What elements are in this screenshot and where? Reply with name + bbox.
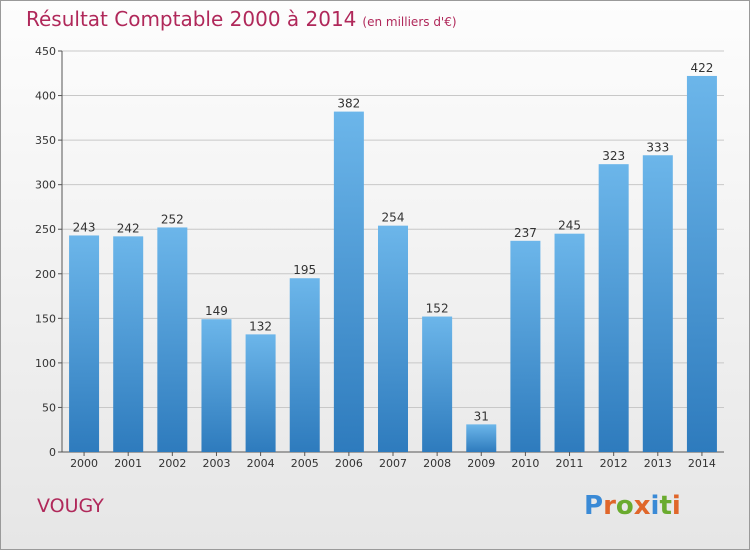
- data-label: 195: [293, 263, 316, 277]
- data-label: 245: [558, 219, 581, 233]
- y-tick-label: 150: [35, 312, 56, 325]
- place-name: VOUGY: [37, 495, 104, 517]
- data-label: 254: [382, 211, 405, 225]
- bar: [333, 111, 364, 453]
- bar: [201, 319, 232, 452]
- y-tick-label: 0: [49, 446, 56, 459]
- y-tick-label: 350: [35, 134, 56, 147]
- bar: [245, 334, 276, 452]
- data-label: 243: [73, 220, 96, 234]
- bar: [69, 235, 100, 452]
- data-label: 382: [337, 97, 360, 111]
- x-tick-label: 2003: [202, 457, 230, 470]
- bar: [466, 424, 497, 452]
- logo-letter: i: [650, 491, 660, 521]
- chart-title: Résultat Comptable 2000 à 2014 (en millie…: [26, 7, 457, 31]
- logo-letter: x: [633, 491, 651, 521]
- y-tick-label: 100: [35, 357, 56, 370]
- data-label: 422: [690, 61, 713, 75]
- title-unit: (en milliers d'€): [362, 15, 457, 29]
- x-tick-label: 2012: [600, 457, 628, 470]
- x-tick-label: 2000: [70, 457, 98, 470]
- title-text: Résultat Comptable 2000 à 2014: [26, 7, 357, 31]
- x-tick-label: 2014: [688, 457, 716, 470]
- bar: [113, 236, 144, 452]
- x-tick-label: 2008: [423, 457, 451, 470]
- logo-letter: P: [584, 491, 604, 521]
- bar: [289, 278, 320, 452]
- y-tick-label: 450: [35, 45, 56, 58]
- y-tick-label: 250: [35, 223, 56, 236]
- logo-letter: t: [659, 491, 672, 521]
- data-label: 333: [646, 140, 669, 154]
- labels: 0 50 100 150 200 250 300 350 400 450 243 2000 242 200…: [35, 45, 716, 470]
- x-tick-label: 2009: [467, 457, 495, 470]
- bar: [157, 227, 188, 452]
- bar: [422, 316, 453, 452]
- data-label: 132: [249, 319, 272, 333]
- bar: [642, 155, 673, 452]
- bar: [598, 164, 629, 452]
- x-tick-label: 2005: [291, 457, 319, 470]
- data-label: 252: [161, 212, 184, 226]
- bar: [686, 75, 717, 452]
- x-tick-label: 2001: [114, 457, 142, 470]
- bar: [510, 240, 541, 452]
- logo-letter: r: [603, 491, 616, 521]
- x-tick-label: 2010: [511, 457, 539, 470]
- bar: [378, 225, 408, 452]
- proxiti-logo: Proxiti: [584, 491, 681, 521]
- bar: [554, 233, 585, 452]
- data-label: 152: [426, 302, 449, 316]
- data-label: 323: [602, 149, 625, 163]
- data-label: 149: [205, 304, 228, 318]
- x-tick-label: 2013: [644, 457, 672, 470]
- logo-letter: i: [671, 491, 681, 521]
- x-tick-label: 2011: [556, 457, 584, 470]
- y-tick-label: 400: [35, 90, 56, 103]
- x-tick-label: 2004: [247, 457, 275, 470]
- y-tick-label: 50: [42, 401, 56, 414]
- y-tick-label: 200: [35, 268, 56, 281]
- x-tick-label: 2002: [158, 457, 186, 470]
- x-tick-label: 2006: [335, 457, 363, 470]
- data-label: 242: [117, 221, 140, 235]
- data-label: 237: [514, 226, 537, 240]
- data-label: 31: [474, 409, 489, 423]
- bars: [69, 75, 717, 453]
- y-tick-label: 300: [35, 179, 56, 192]
- x-tick-label: 2007: [379, 457, 407, 470]
- logo-letter: o: [615, 491, 634, 521]
